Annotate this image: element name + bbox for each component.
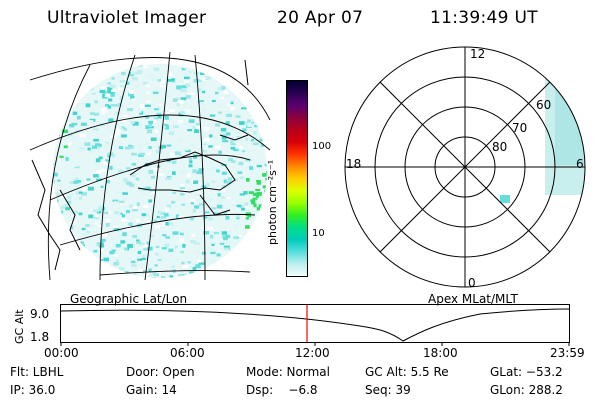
ip-status: IP: 36.0 (10, 383, 56, 397)
colorbar-tick-100: 100 (312, 141, 332, 152)
lat-lon-grid (29, 51, 271, 281)
time-tick-2359: 23:59 (550, 346, 585, 360)
glat-status: GLat: −53.2 (490, 365, 563, 379)
mlt-label-18: 18 (346, 157, 362, 171)
altitude-plot (60, 304, 570, 346)
door-status: Door: Open (126, 365, 195, 379)
coastlines (31, 134, 249, 271)
intensity-colorbar (286, 80, 308, 277)
geographic-caption: Geographic Lat/Lon (70, 292, 188, 306)
time-label: 11:39:49 UT (430, 8, 538, 28)
dsp-status: Dsp: −6.8 (246, 383, 318, 397)
altitude-tick-high: 9.0 (30, 307, 50, 321)
filter-status: Flt: LBHL (10, 365, 64, 379)
mode-status: Mode: Normal (246, 365, 330, 379)
time-tick-0600: 06:00 (170, 346, 205, 360)
colorbar-unit-label: photon cm⁻²s⁻¹ (266, 159, 279, 245)
time-tick-0000: 00:00 (44, 346, 79, 360)
time-tick-1200: 12:00 (295, 346, 330, 360)
instrument-title: Ultraviolet Imager (47, 8, 207, 28)
time-tick-1800: 18:00 (423, 346, 458, 360)
gc-alt-status: GC Alt: 5.5 Re (365, 365, 449, 379)
mlat-label-70: 70 (512, 121, 528, 135)
altitude-curve (60, 308, 570, 342)
polar-mlt-plot (344, 46, 586, 288)
date-label: 20 Apr 07 (277, 8, 364, 28)
aurora-disk (53, 64, 267, 278)
geographic-image (29, 51, 271, 281)
colorbar-tick-10: 10 (312, 228, 325, 239)
mlt-label-6: 6 (576, 157, 584, 171)
mlt-label-12: 12 (470, 47, 486, 61)
mlat-label-60: 60 (536, 98, 552, 112)
gain-status: Gain: 14 (126, 383, 177, 397)
altitude-tick-low: 1.8 (30, 330, 50, 344)
altitude-axis-label: GC Alt (13, 309, 26, 344)
glon-status: GLon: 288.2 (490, 383, 563, 397)
mlat-label-80: 80 (492, 140, 508, 154)
seq-status: Seq: 39 (365, 383, 411, 397)
polar-grid (344, 46, 586, 288)
mlt-label-0: 0 (468, 276, 476, 290)
apex-caption: Apex MLat/MLT (428, 292, 518, 306)
